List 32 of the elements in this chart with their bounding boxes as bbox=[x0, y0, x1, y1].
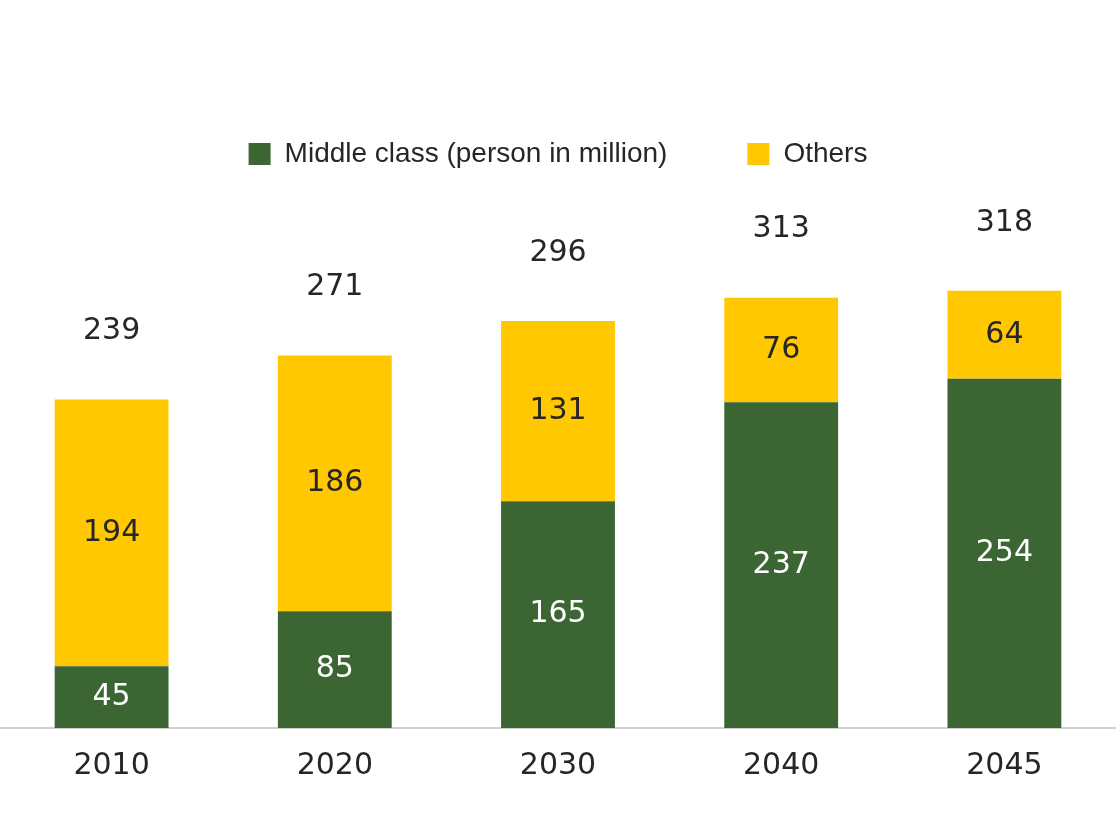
bar bbox=[277, 355, 392, 612]
total-label: 313 bbox=[752, 209, 810, 245]
data-label: 165 bbox=[529, 594, 587, 630]
data-label: 64 bbox=[985, 314, 1024, 350]
legend-label: Middle class (person in million) bbox=[284, 136, 668, 168]
x-tick-label: 2020 bbox=[296, 745, 373, 781]
bar bbox=[501, 321, 615, 502]
data-label: 85 bbox=[315, 649, 354, 685]
data-label: 186 bbox=[306, 463, 364, 499]
data-label: 254 bbox=[975, 533, 1034, 569]
x-tick-label: 2010 bbox=[73, 745, 150, 781]
bar bbox=[724, 297, 839, 403]
data-label: 76 bbox=[762, 329, 801, 365]
bar bbox=[947, 290, 1062, 379]
bar bbox=[501, 501, 615, 728]
data-label: 45 bbox=[92, 676, 131, 712]
bar bbox=[947, 378, 1062, 728]
data-label: 194 bbox=[82, 512, 141, 548]
total-label: 239 bbox=[82, 311, 141, 347]
data-label: 131 bbox=[529, 390, 587, 426]
bar bbox=[54, 399, 169, 667]
legend-label: Others bbox=[783, 136, 868, 168]
data-label: 237 bbox=[752, 544, 810, 580]
bar bbox=[277, 611, 392, 728]
x-tick-label: 2040 bbox=[743, 745, 820, 781]
total-label: 318 bbox=[975, 202, 1034, 238]
bar bbox=[724, 402, 839, 728]
total-label: 271 bbox=[306, 267, 364, 303]
bar bbox=[54, 666, 169, 728]
total-label: 296 bbox=[529, 232, 587, 268]
x-tick-label: 2030 bbox=[519, 745, 597, 781]
x-tick-label: 2045 bbox=[966, 745, 1043, 781]
